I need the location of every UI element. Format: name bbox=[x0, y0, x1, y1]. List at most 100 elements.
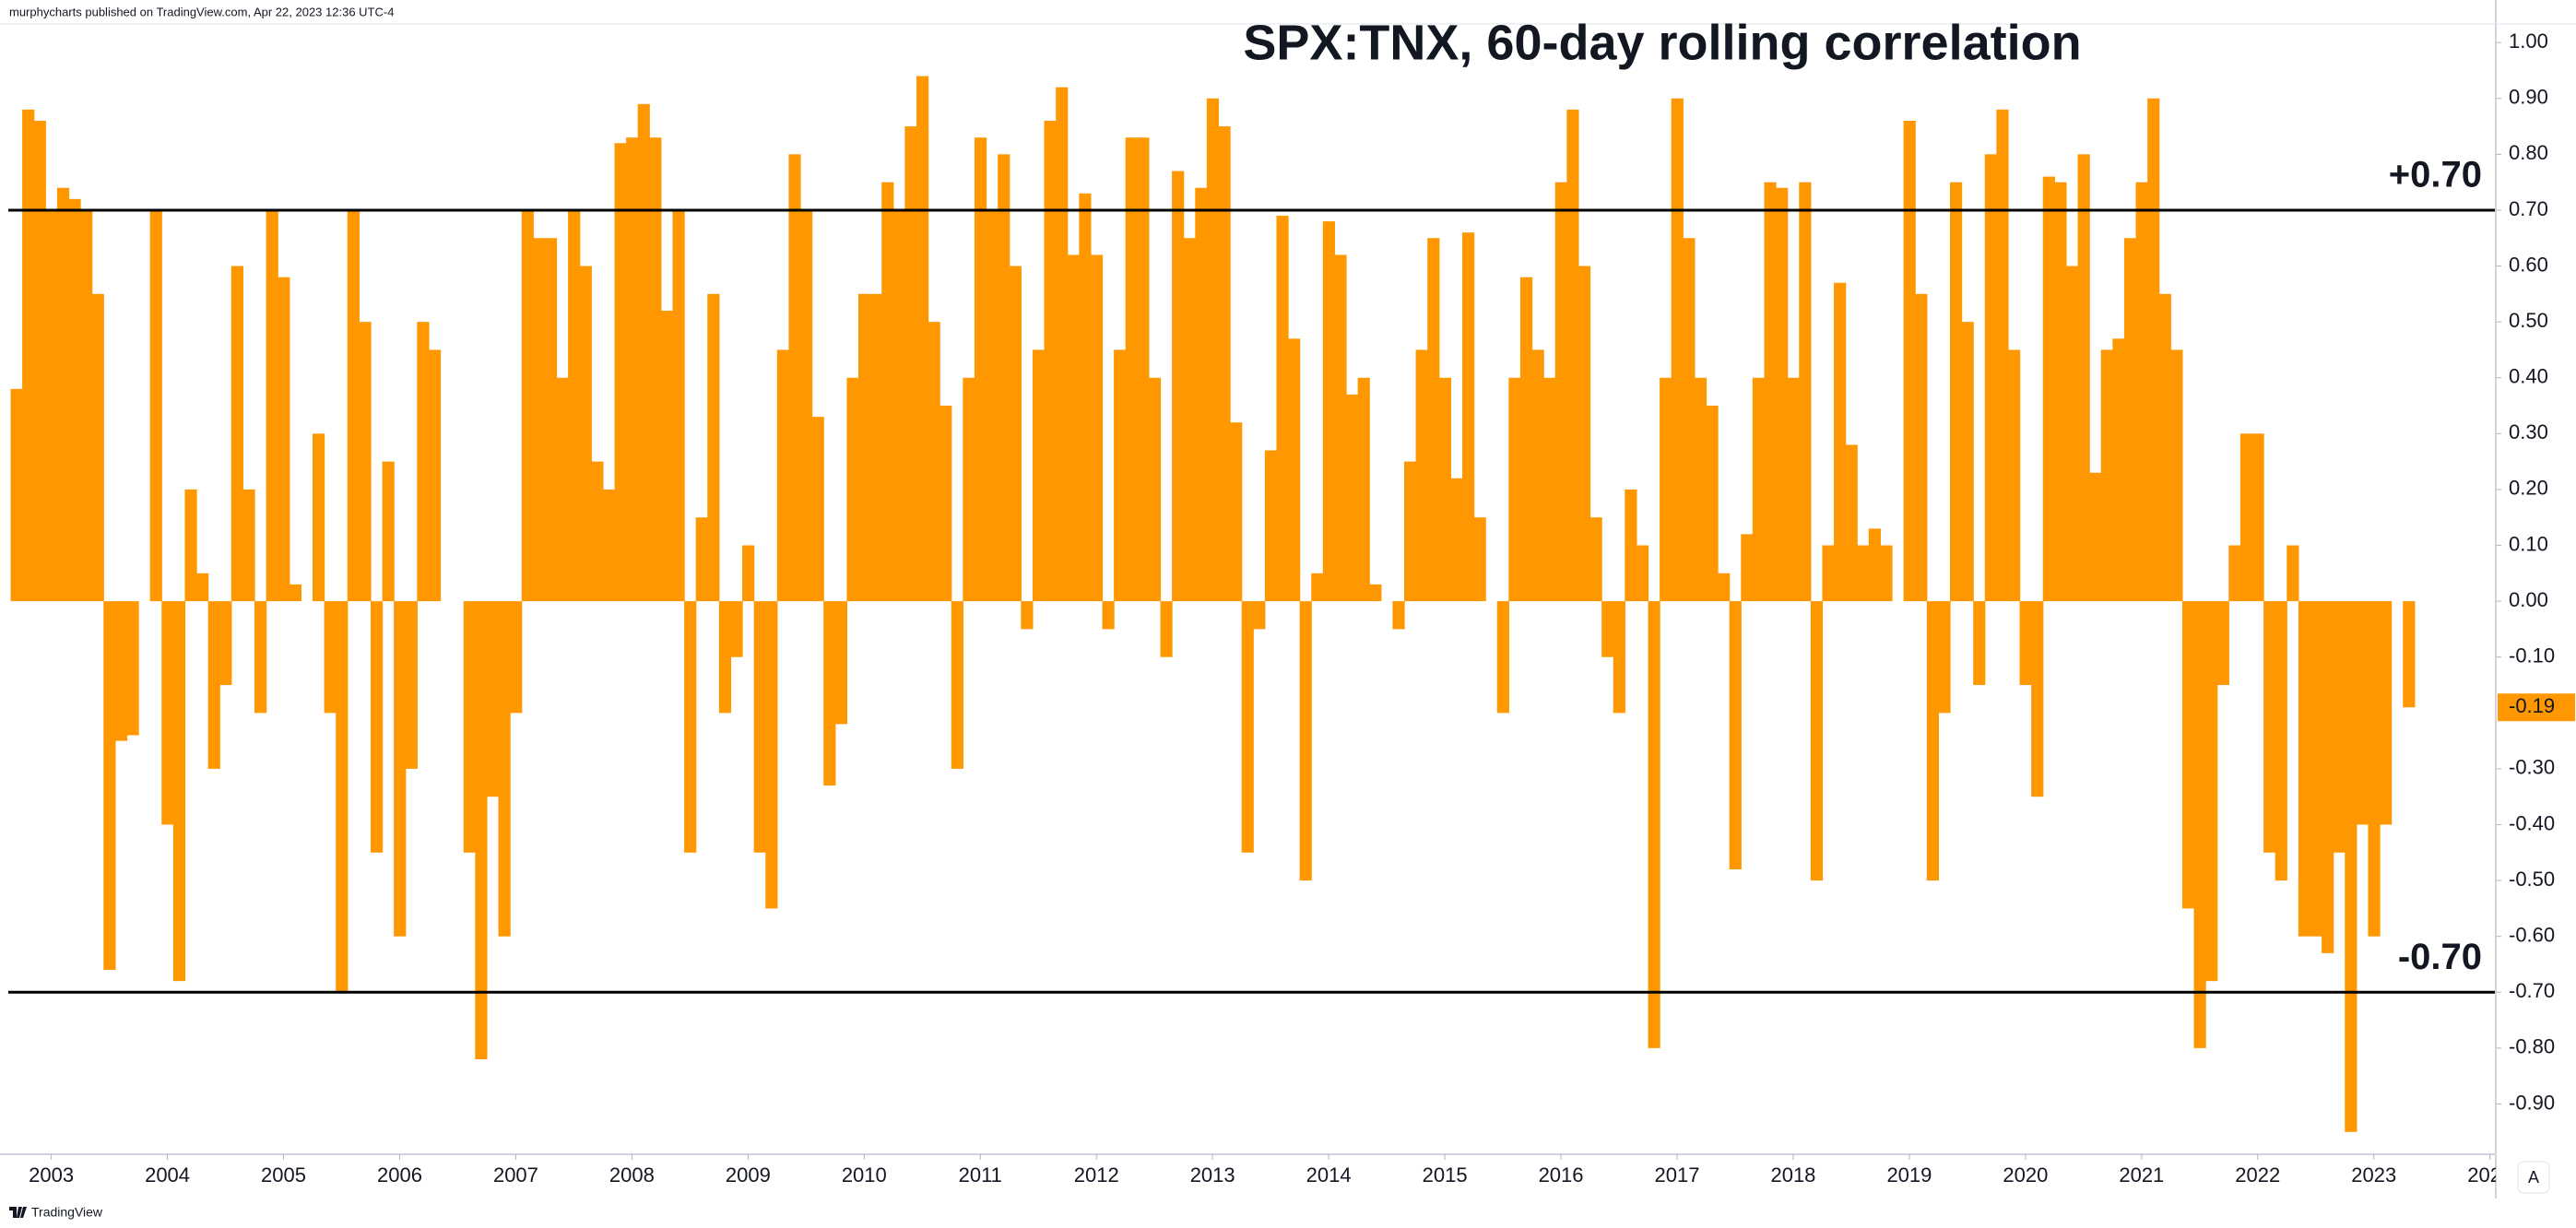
x-tick-label: 2008 bbox=[609, 1163, 655, 1187]
x-tick-label: 2016 bbox=[1539, 1163, 1584, 1187]
x-tick-label: 2024 bbox=[2467, 1163, 2512, 1187]
column bbox=[1311, 573, 1324, 602]
column bbox=[394, 601, 407, 937]
column bbox=[2007, 349, 2021, 602]
column bbox=[904, 126, 917, 602]
column bbox=[591, 461, 604, 602]
column bbox=[2251, 433, 2264, 602]
column bbox=[1810, 601, 1824, 881]
column bbox=[184, 489, 197, 602]
column bbox=[2403, 601, 2416, 708]
column bbox=[486, 601, 500, 797]
column bbox=[1253, 601, 1266, 630]
column bbox=[1102, 601, 1115, 630]
column bbox=[1276, 216, 1289, 602]
column bbox=[1903, 121, 1916, 602]
column bbox=[1450, 478, 1463, 602]
y-tick-label: 0.00 bbox=[2509, 588, 2548, 611]
column bbox=[2112, 338, 2125, 602]
column bbox=[1915, 293, 1928, 602]
column bbox=[370, 601, 384, 853]
last-value-badge bbox=[2498, 693, 2575, 722]
column bbox=[718, 601, 732, 714]
column bbox=[1438, 377, 1451, 602]
column bbox=[2170, 349, 2183, 602]
publisher-note: murphycharts published on TradingView.co… bbox=[9, 5, 394, 18]
column bbox=[1648, 601, 1660, 1048]
column bbox=[1114, 349, 1127, 602]
column bbox=[2310, 601, 2322, 937]
column bbox=[242, 489, 255, 602]
column bbox=[463, 601, 476, 853]
y-tick-label: -0.40 bbox=[2509, 811, 2555, 834]
x-tick-label: 2020 bbox=[2003, 1163, 2048, 1187]
column bbox=[278, 277, 290, 602]
column bbox=[1299, 601, 1312, 881]
column bbox=[313, 433, 325, 602]
column bbox=[939, 406, 952, 602]
column bbox=[219, 601, 232, 686]
reference-label: -0.70 bbox=[2398, 937, 2482, 977]
column bbox=[45, 209, 58, 602]
auto-scale-label[interactable]: A bbox=[2528, 1168, 2539, 1187]
column bbox=[1183, 238, 1196, 602]
plot-layer: +0.70 -0.70 bbox=[8, 76, 2496, 1132]
column bbox=[579, 266, 592, 602]
column bbox=[1009, 266, 1022, 602]
footer-logo: TradingView bbox=[9, 1205, 103, 1220]
column bbox=[2065, 266, 2079, 602]
column bbox=[1508, 377, 1521, 602]
column bbox=[1787, 377, 1800, 602]
column bbox=[230, 266, 244, 602]
column bbox=[324, 601, 337, 714]
column bbox=[1984, 154, 1997, 602]
y-tick-label: 0.30 bbox=[2509, 420, 2548, 443]
column bbox=[149, 209, 162, 602]
column bbox=[1706, 406, 1719, 602]
column bbox=[1741, 534, 1754, 602]
column bbox=[869, 293, 882, 602]
column bbox=[1264, 450, 1278, 602]
column bbox=[1195, 187, 1208, 602]
column bbox=[1032, 349, 1046, 602]
column bbox=[963, 377, 975, 602]
y-tick-label: 0.90 bbox=[2509, 86, 2548, 109]
y-tick-label: -0.80 bbox=[2509, 1035, 2555, 1058]
x-tick-label: 2011 bbox=[959, 1163, 1002, 1187]
column bbox=[1601, 601, 1614, 657]
column bbox=[1752, 377, 1766, 602]
column bbox=[521, 209, 534, 602]
column bbox=[2181, 601, 2195, 909]
column bbox=[1125, 137, 1138, 602]
column bbox=[1973, 601, 1986, 686]
column bbox=[1160, 601, 1173, 657]
column bbox=[1519, 277, 1533, 602]
column bbox=[2123, 238, 2137, 602]
y-tick-label: 0.70 bbox=[2509, 197, 2548, 220]
column bbox=[788, 154, 801, 602]
column bbox=[1346, 394, 1359, 602]
column bbox=[1625, 489, 1637, 602]
x-tick-label: 2005 bbox=[261, 1163, 306, 1187]
column bbox=[1822, 545, 1835, 602]
column bbox=[1834, 282, 1847, 602]
y-tick-label: -0.70 bbox=[2509, 979, 2555, 1002]
y-tick-label: -0.90 bbox=[2509, 1091, 2555, 1114]
column bbox=[1845, 444, 1858, 602]
column bbox=[1369, 584, 1382, 602]
auto-scale-button[interactable] bbox=[2517, 1161, 2550, 1194]
column bbox=[1230, 422, 1243, 602]
column bbox=[892, 209, 905, 602]
x-tick-label: 2015 bbox=[1423, 1163, 1468, 1187]
column bbox=[626, 137, 639, 602]
x-tick-label: 2014 bbox=[1306, 1163, 1352, 1187]
column bbox=[1392, 601, 1405, 630]
y-tick-label: -0.50 bbox=[2509, 868, 2555, 891]
x-tick-label: 2023 bbox=[2351, 1163, 2396, 1187]
column bbox=[533, 238, 546, 602]
column bbox=[2042, 176, 2055, 602]
chart-title: SPX:TNX, 60-day rolling correlation bbox=[1243, 15, 2081, 70]
column bbox=[2239, 433, 2253, 602]
column bbox=[475, 601, 488, 1059]
column bbox=[1531, 349, 1544, 602]
